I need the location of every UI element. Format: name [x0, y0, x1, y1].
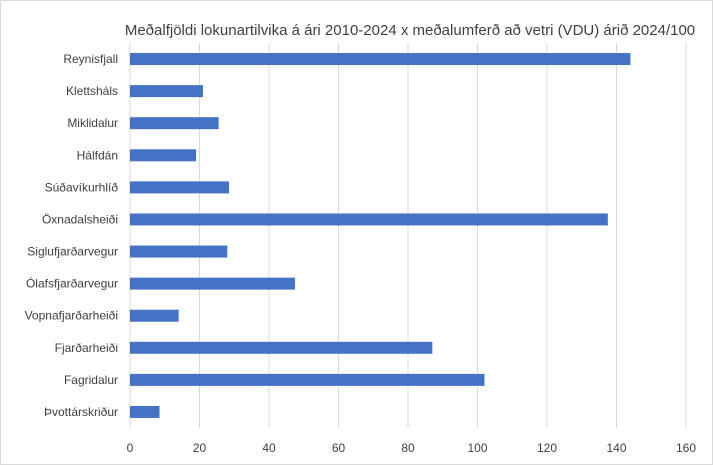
category-label-2: Miklidalur	[67, 116, 118, 130]
x-tick-label-8: 160	[676, 441, 696, 455]
bar-4	[130, 181, 230, 194]
x-tick-label-4: 80	[401, 441, 415, 455]
category-label-3: Hálfdán	[77, 148, 118, 162]
category-label-0: Reynisfjall	[63, 52, 118, 66]
category-label-1: Klettsháls	[66, 84, 118, 98]
category-label-7: Ólafsfjarðarvegur	[26, 276, 118, 291]
bar-6	[130, 245, 228, 258]
category-labels: Reynisfjall Klettsháls Miklidalur Hálfdán Sú…	[25, 52, 119, 419]
category-label-6: Siglufjarðarvegur	[27, 245, 118, 259]
bar-5	[130, 213, 608, 226]
category-label-4: Súðavíkurhlíð	[45, 180, 119, 194]
bar-11	[130, 405, 160, 418]
x-tick-label-3: 60	[332, 441, 346, 455]
bar-9	[130, 341, 433, 354]
x-tick-label-0: 0	[127, 441, 134, 455]
category-label-9: Fjarðarheiði	[55, 341, 118, 355]
x-tick-labels: 0 20 40 60 80 100 120 140 160	[127, 441, 697, 455]
category-label-8: Vopnafjarðarheiði	[25, 309, 118, 323]
category-label-10: Fagridalur	[64, 373, 118, 387]
bar-7	[130, 277, 296, 290]
x-tick-label-7: 140	[606, 441, 626, 455]
category-label-11: Þvottárskriður	[44, 405, 118, 419]
category-label-5: Öxnadalsheiði	[42, 212, 118, 226]
bar-2	[130, 117, 219, 130]
bar-0	[130, 53, 631, 66]
bar-10	[130, 373, 485, 386]
bars	[130, 53, 631, 418]
x-tick-label-6: 120	[537, 441, 557, 455]
x-tick-label-1: 20	[193, 441, 207, 455]
x-tick-label-5: 100	[467, 441, 487, 455]
bar-3	[130, 149, 197, 162]
x-tick-label-2: 40	[262, 441, 276, 455]
gridlines	[129, 43, 687, 428]
bar-8	[130, 309, 179, 322]
bar-1	[130, 85, 203, 98]
chart-title: Meðalfjöldi lokunartilvika á ári 2010-20…	[124, 22, 696, 39]
